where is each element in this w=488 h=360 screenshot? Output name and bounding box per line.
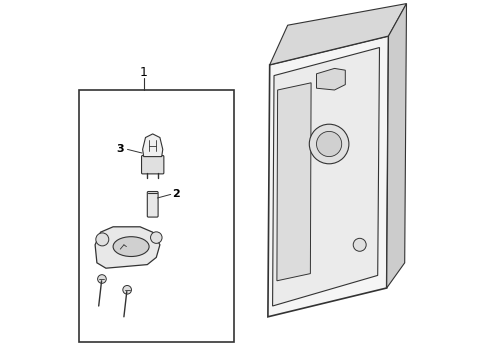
Circle shape xyxy=(309,124,348,164)
FancyBboxPatch shape xyxy=(141,156,163,174)
Circle shape xyxy=(96,233,108,246)
FancyBboxPatch shape xyxy=(147,192,158,217)
Circle shape xyxy=(122,285,131,294)
Circle shape xyxy=(352,238,366,251)
Polygon shape xyxy=(267,36,387,317)
Ellipse shape xyxy=(113,237,149,257)
Circle shape xyxy=(316,131,341,157)
Text: 2: 2 xyxy=(172,189,180,199)
Text: 3: 3 xyxy=(116,144,124,154)
Polygon shape xyxy=(276,83,310,281)
Polygon shape xyxy=(272,48,379,306)
Polygon shape xyxy=(269,4,406,65)
Polygon shape xyxy=(386,4,406,288)
Text: 1: 1 xyxy=(140,66,147,78)
Bar xyxy=(79,90,233,342)
Polygon shape xyxy=(95,227,160,268)
Circle shape xyxy=(150,232,162,243)
Polygon shape xyxy=(316,68,345,90)
Polygon shape xyxy=(142,134,163,157)
Circle shape xyxy=(98,275,106,283)
